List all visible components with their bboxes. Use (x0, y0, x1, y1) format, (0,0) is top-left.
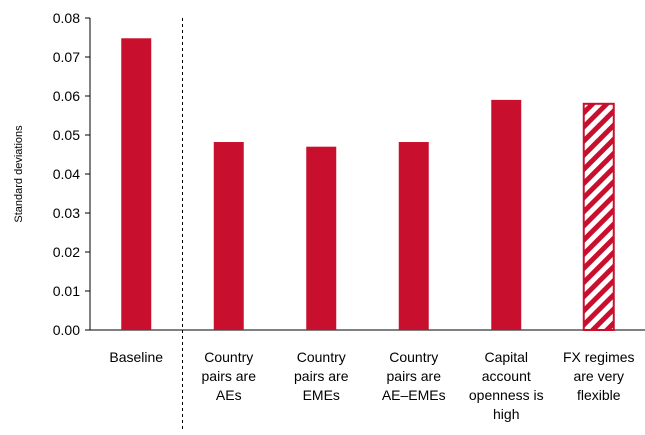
category-label-line: Country (389, 349, 438, 365)
y-tick-label: 0.02 (53, 244, 80, 260)
labels: Baseline Country pairs are AEs Country pairs … (109, 349, 634, 422)
y-tick-label: 0.07 (53, 49, 80, 65)
category-label-line: high (493, 406, 519, 422)
category-label-4: Capital account openness is high (469, 349, 544, 422)
category-label-line: pairs are (202, 368, 257, 384)
y-tick-label: 0.04 (53, 166, 80, 182)
category-label-line: pairs are (294, 368, 349, 384)
category-label-line: pairs are (387, 368, 442, 384)
category-label-5: FX regimes are very flexible (563, 349, 635, 403)
category-label-line: are very (573, 368, 624, 384)
y-tick-label: 0.06 (53, 88, 80, 104)
category-label-line: openness is (469, 387, 544, 403)
category-label-3: Country pairs are AE–EMEs (382, 349, 446, 403)
y-tick-label: 0.01 (53, 283, 80, 299)
category-label-line: AEs (216, 387, 242, 403)
category-label-line: Country (297, 349, 346, 365)
bar-0 (121, 38, 152, 330)
y-tick-label: 0.00 (53, 322, 80, 338)
category-label-line: Capital (484, 349, 528, 365)
y-tick-label: 0.03 (53, 205, 80, 221)
category-label-1: Country pairs are AEs (202, 349, 257, 403)
bar-4 (491, 99, 522, 331)
category-label-line: EMEs (303, 387, 340, 403)
category-label-line: flexible (577, 387, 621, 403)
bar-1 (213, 142, 244, 330)
bar-2 (306, 146, 337, 330)
category-label-line: AE–EMEs (382, 387, 446, 403)
category-label-line: Country (204, 349, 253, 365)
y-axis-label: Standard deviations (13, 125, 25, 223)
y-tick-label: 0.05 (53, 127, 80, 143)
bars (121, 38, 615, 331)
y-tick-label: 0.08 (53, 10, 80, 26)
category-label-line: Baseline (109, 349, 163, 365)
category-label-line: account (482, 368, 531, 384)
bar-5 (582, 102, 615, 331)
axes: 0.00 0.01 0.02 0.03 0.04 0.05 0.06 0.07 0.08 (53, 10, 645, 432)
bar-3 (398, 142, 429, 330)
category-label-line: FX regimes (563, 349, 635, 365)
category-label-0: Baseline (109, 349, 163, 365)
category-label-2: Country pairs are EMEs (294, 349, 349, 403)
